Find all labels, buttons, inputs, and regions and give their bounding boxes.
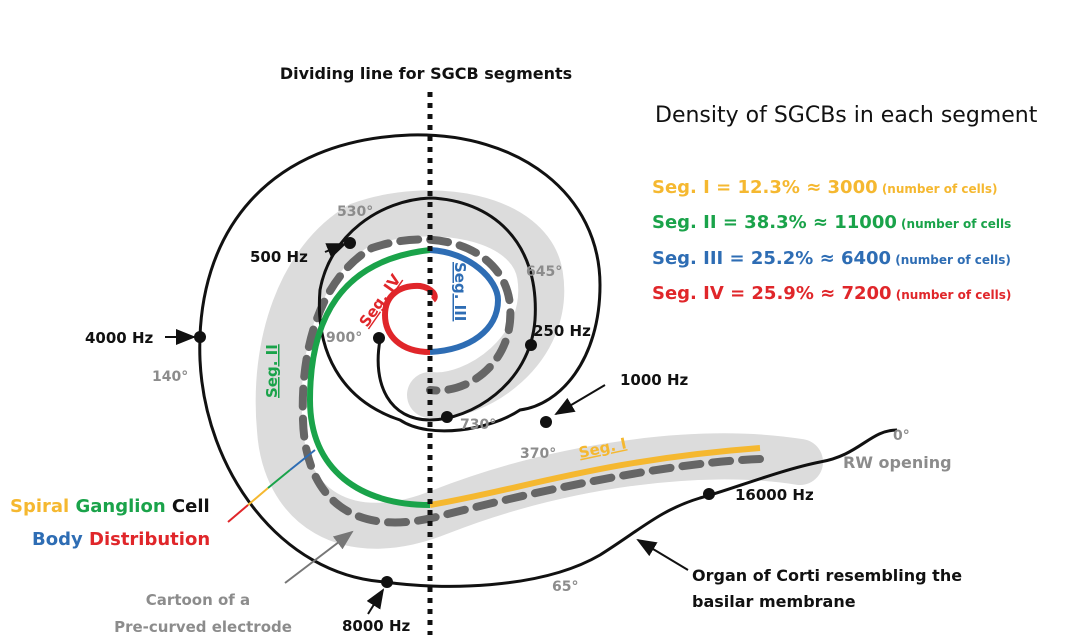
label-angle-900: 900° bbox=[326, 330, 362, 346]
marker-dot-900 bbox=[373, 332, 385, 344]
density-title: Density of SGCBs in each segment bbox=[655, 103, 1038, 128]
label-angle-140: 140° bbox=[152, 369, 188, 385]
organ-caption-line2: basilar membrane bbox=[692, 592, 856, 611]
segment-III-curve bbox=[429, 247, 502, 355]
arrow-electrode bbox=[284, 530, 354, 584]
dividing-line-label: Dividing line for SGCB segments bbox=[280, 64, 572, 83]
density-row-seg-IV: Seg. IV = 25.9% ≈ 7200 (number of cells) bbox=[652, 283, 1011, 304]
label-angle-0: 0° bbox=[893, 428, 910, 444]
label-angle-530: 530° bbox=[337, 204, 373, 220]
label-8000hz: 8000 Hz bbox=[342, 617, 411, 635]
label-angle-65: 65° bbox=[552, 579, 578, 595]
arrow-organ-of-corti bbox=[636, 538, 689, 571]
arrow-8000hz bbox=[366, 588, 385, 615]
label-500hz: 500 Hz bbox=[250, 248, 308, 266]
label-250hz: 250 Hz bbox=[533, 322, 591, 340]
marker-dot-8000hz bbox=[381, 576, 393, 588]
spiral-ganglion-caption-line2: Body Distribution bbox=[32, 529, 210, 550]
segment-IV-curve bbox=[381, 282, 438, 355]
label-seg-III: Seg. III bbox=[451, 262, 469, 321]
marker-dot-4000hz bbox=[194, 331, 206, 343]
label-angle-370: 370° bbox=[520, 446, 556, 462]
label-seg-II: Seg. II bbox=[263, 344, 281, 398]
electrode-contacts bbox=[298, 235, 764, 527]
label-1000hz: 1000 Hz bbox=[620, 371, 689, 389]
marker-dot-500hz bbox=[344, 237, 356, 249]
basilar-membrane-spiral bbox=[198, 133, 898, 588]
marker-dot-250hz bbox=[525, 339, 537, 351]
density-row-seg-I: Seg. I = 12.3% ≈ 3000 (number of cells) bbox=[652, 177, 997, 198]
density-row-seg-II: Seg. II = 38.3% ≈ 11000 (number of cells bbox=[652, 212, 1011, 233]
pointer-green bbox=[267, 469, 291, 489]
label-angle-645: 645° bbox=[526, 264, 562, 280]
label-16000hz: 16000 Hz bbox=[735, 486, 814, 504]
marker-dot-16000hz bbox=[703, 488, 715, 500]
pointer-blue bbox=[289, 449, 316, 471]
pointer-yellow bbox=[247, 487, 269, 506]
segment-I-curve bbox=[429, 445, 761, 508]
arrow-500hz bbox=[324, 243, 347, 259]
segment-II-curve bbox=[306, 247, 431, 508]
spiral-ganglion-caption-line1: Spiral Ganglion Cell bbox=[10, 496, 210, 517]
label-angle-730: 730° bbox=[460, 417, 496, 433]
electrode-caption-line1: Cartoon of a bbox=[146, 591, 250, 609]
pointer-red bbox=[227, 504, 249, 523]
marker-dot-730 bbox=[441, 411, 453, 423]
electrode-caption-line2: Pre-curved electrode bbox=[114, 618, 292, 636]
organ-caption-line1: Organ of Corti resembling the bbox=[692, 566, 962, 585]
label-seg-IV: Seg. IV bbox=[356, 271, 405, 331]
label-4000hz: 4000 Hz bbox=[85, 329, 154, 347]
arrow-1000hz bbox=[554, 384, 606, 416]
marker-dot-370 bbox=[540, 416, 552, 428]
label-rw-opening: RW opening bbox=[843, 453, 952, 472]
density-row-seg-III: Seg. III = 25.2% ≈ 6400 (number of cells… bbox=[652, 248, 1011, 269]
